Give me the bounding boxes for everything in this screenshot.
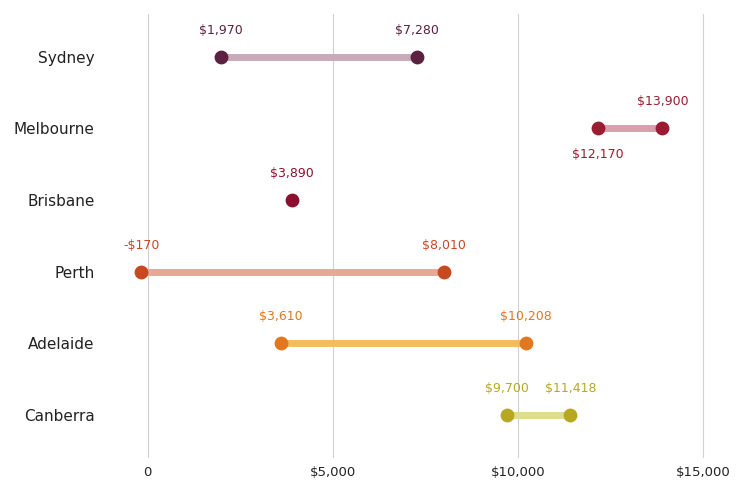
Text: $9,700: $9,700 (485, 382, 529, 395)
Text: $12,170: $12,170 (572, 148, 624, 162)
Text: $3,890: $3,890 (270, 167, 314, 180)
Text: $13,900: $13,900 (636, 95, 688, 108)
Text: $1,970: $1,970 (198, 24, 242, 37)
Point (501, 411, 513, 419)
Text: $11,418: $11,418 (544, 382, 596, 395)
Text: $8,010: $8,010 (422, 239, 466, 251)
Text: -$170: -$170 (123, 239, 159, 251)
Point (565, 411, 577, 419)
Point (411, 53, 423, 61)
Text: $3,610: $3,610 (259, 310, 303, 323)
Point (592, 125, 604, 133)
Point (656, 125, 668, 133)
Text: $7,280: $7,280 (395, 24, 439, 37)
Point (520, 339, 532, 347)
Point (214, 53, 226, 61)
Point (275, 339, 287, 347)
Point (286, 196, 298, 204)
Point (438, 268, 450, 276)
Text: $10,208: $10,208 (500, 310, 551, 323)
Point (135, 268, 147, 276)
